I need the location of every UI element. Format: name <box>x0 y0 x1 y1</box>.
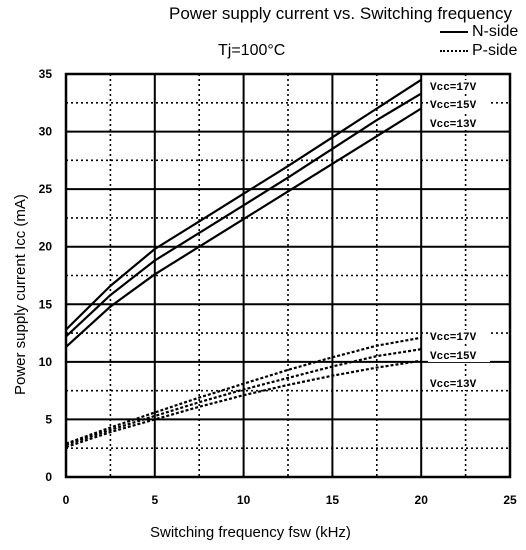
series-line-n-side-vcc13v <box>65 107 422 348</box>
series-label: Vcc=15V <box>430 351 477 363</box>
x-tick-label: 20 <box>415 493 429 507</box>
series-label-bg <box>428 98 490 111</box>
series-label: Vcc=13V <box>430 379 477 391</box>
y-tick-label: 30 <box>39 125 53 139</box>
y-axis-label: Power supply current Icc (mA) <box>12 194 29 395</box>
series-label-bg <box>428 377 490 390</box>
series-line-n-side-vcc17v <box>65 78 422 331</box>
y-tick-label: 5 <box>45 412 52 426</box>
legend-label-n-side: N-side <box>472 23 519 40</box>
series-line-p-side-vcc15v <box>65 348 422 446</box>
series-line-p-side-vcc13v <box>65 359 422 449</box>
y-tick-label: 0 <box>45 470 52 484</box>
x-tick-label: 15 <box>326 493 340 507</box>
legend-item-p-side: P-side <box>440 42 517 60</box>
series-line-p-side-vcc17v <box>65 336 422 445</box>
frame-layer <box>64 72 512 479</box>
x-tick-label: 5 <box>151 493 158 507</box>
series-label-bg <box>428 117 490 130</box>
series-layer <box>65 78 422 449</box>
series-label-bg <box>428 330 490 343</box>
series-label: Vcc=17V <box>430 82 477 94</box>
grid <box>66 74 510 477</box>
series-line-n-side-vcc15v <box>65 92 422 338</box>
legend-swatch-solid <box>440 31 468 33</box>
x-tick-label: 0 <box>63 493 70 507</box>
ticks-layer: 0 5 10 15 20 25 0 5 10 15 20 25 30 35 <box>39 67 517 507</box>
y-tick-label: 35 <box>39 67 53 81</box>
legend-swatch-dotted <box>440 50 468 52</box>
series-label: Vcc=17V <box>430 332 477 344</box>
series-labels: Vcc=17V Vcc=15V Vcc=13V Vcc=17V Vcc=15V Vcc=1… <box>428 80 490 391</box>
x-tick-label: 25 <box>503 493 517 507</box>
x-axis-label: Switching frequency fsw (kHz) <box>150 524 351 541</box>
series-label-bg <box>428 80 490 93</box>
y-tick-label: 10 <box>39 355 53 369</box>
legend-label-p-side: P-side <box>472 42 518 59</box>
chart-title: Power supply current vs. Switching frequ… <box>169 4 512 23</box>
legend-item-n-side: N-side <box>440 23 518 41</box>
y-tick-label: 25 <box>39 182 53 196</box>
condition-label: Tj=100°C <box>218 42 286 59</box>
series-label: Vcc=15V <box>430 100 477 112</box>
series-label-bg <box>428 349 490 362</box>
y-tick-label: 15 <box>39 297 53 311</box>
x-tick-label: 10 <box>237 493 251 507</box>
y-tick-label: 20 <box>39 240 53 254</box>
plot-frame <box>64 72 512 479</box>
series-label: Vcc=13V <box>430 119 477 131</box>
